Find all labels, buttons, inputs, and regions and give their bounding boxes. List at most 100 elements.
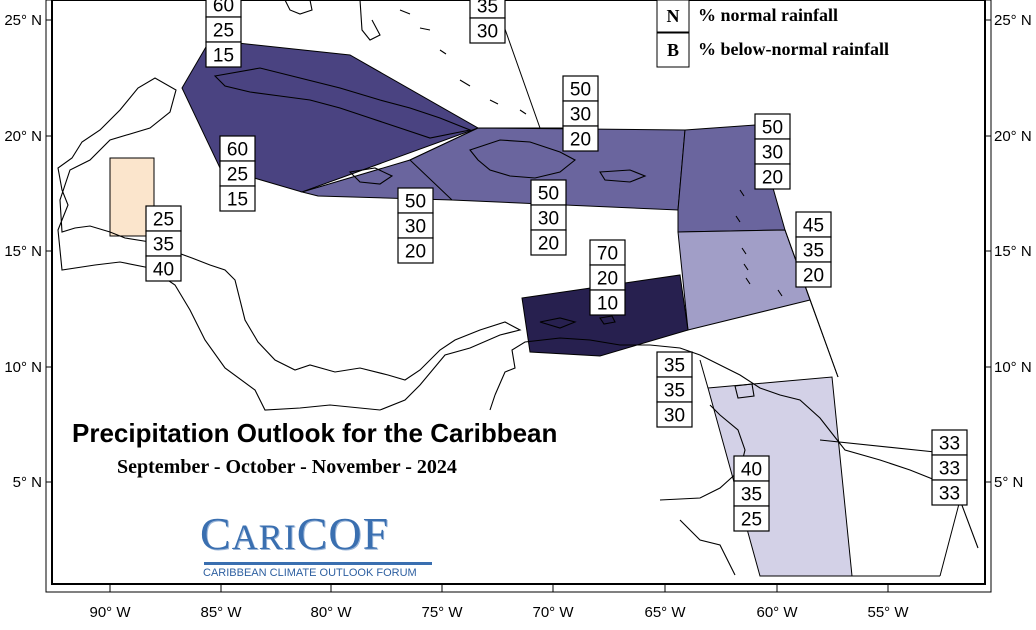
map-title: Precipitation Outlook for the Caribbean — [72, 418, 558, 448]
prob-box-trinidad-tobago-2 — [656, 401, 693, 428]
prob-value-windward-islands-0: 45 — [803, 216, 824, 237]
prob-value-southern-caribbean-abc-1: 20 — [597, 269, 618, 290]
lat-label-right: 20° N — [994, 128, 1032, 145]
prob-value-cuba-bahamas-north-1: 25 — [213, 21, 234, 42]
prob-box-trinidad-tobago-0 — [656, 351, 693, 378]
lat-label-right: 5° N — [994, 474, 1023, 491]
prob-box-trinidad-tobago-1 — [656, 376, 693, 403]
lat-label-left: 10° N — [4, 359, 42, 376]
map-outer-frame — [45, 0, 992, 593]
prob-box-cuba-jamaica-1 — [219, 160, 256, 187]
prob-value-guyana-1: 35 — [741, 485, 762, 506]
leader-lines — [499, 14, 961, 577]
lon-label: 70° W — [532, 604, 574, 621]
lat-label-right: 15° N — [994, 243, 1032, 260]
region-guyana — [707, 376, 853, 577]
prob-box-cuba-jamaica-2 — [219, 185, 256, 212]
lat-label-right: 25° N — [994, 12, 1032, 29]
prob-box-puerto-rico-south-1 — [562, 100, 599, 127]
prob-value-guyana-2: 25 — [741, 510, 762, 531]
prob-value-leeward-islands-2: 20 — [762, 168, 783, 189]
lon-label: 75° W — [421, 604, 463, 621]
axis-ticks: 90° W 85° W 80° W 75° W 70° W 65° W 60° W 55° W… — [4, 12, 1031, 621]
legend-key-n — [656, 0, 690, 33]
prob-value-hispaniola-puerto-rico-0: 50 — [538, 184, 559, 205]
logo-rule — [204, 562, 432, 565]
prob-box-leeward-islands-0 — [754, 113, 791, 140]
prob-value-windward-islands-1: 35 — [803, 241, 824, 262]
prob-value-jamaica-south-1: 30 — [405, 217, 426, 238]
prob-box-southern-caribbean-abc-1 — [589, 264, 626, 291]
logo-wordmark: CARICOF — [200, 508, 390, 559]
prob-box-cuba-bahamas-north-2 — [205, 41, 242, 68]
lon-label: 90° W — [89, 604, 131, 621]
lat-label-left: 5° N — [13, 474, 42, 491]
prob-box-windward-islands-2 — [795, 261, 832, 288]
prob-box-suriname-french-guiana-1 — [931, 454, 968, 481]
prob-box-leeward-islands-1 — [754, 138, 791, 165]
caricof-logo: CARICOF CARIBBEAN CLIMATE OUTLOOK FORUM — [200, 508, 436, 579]
prob-box-southern-caribbean-abc-2 — [589, 289, 626, 316]
lat-label-left: 20° N — [4, 128, 42, 145]
prob-value-suriname-french-guiana-1: 33 — [939, 459, 960, 480]
prob-value-leeward-islands-1: 30 — [762, 143, 783, 164]
prob-value-belize-1: 35 — [153, 235, 174, 256]
prob-value-puerto-rico-south-1: 30 — [570, 105, 591, 126]
prob-box-guyana-1 — [733, 480, 770, 507]
prob-value-jamaica-south-0: 50 — [405, 192, 426, 213]
prob-value-southern-caribbean-abc-0: 70 — [597, 244, 618, 265]
prob-box-cuba-bahamas-north-1 — [205, 16, 242, 43]
prob-value-cuba-bahamas-north-0: 60 — [213, 0, 234, 17]
prob-value-guyana-0: 40 — [741, 460, 762, 481]
legend-letter-b: B — [667, 40, 679, 60]
prob-box-hispaniola-puerto-rico-2 — [530, 229, 567, 256]
lon-label: 60° W — [756, 604, 798, 621]
legend-label-n: % normal rainfall — [698, 5, 838, 25]
prob-box-suriname-french-guiana-2 — [931, 479, 968, 506]
prob-value-cuba-jamaica-0: 60 — [227, 140, 248, 161]
prob-value-puerto-rico-south-2: 20 — [570, 130, 591, 151]
prob-value-leeward-islands-0: 50 — [762, 118, 783, 139]
prob-box-belize-0 — [145, 205, 182, 232]
legend: N % normal rainfall B % below-normal rai… — [656, 0, 889, 68]
logo-tagline: CARIBBEAN CLIMATE OUTLOOK FORUM — [203, 567, 417, 579]
prob-box-jamaica-south-0 — [397, 187, 434, 214]
prob-value-belize-0: 25 — [153, 210, 174, 231]
prob-value-suriname-french-guiana-2: 33 — [939, 484, 960, 505]
prob-value-cuba-jamaica-1: 25 — [227, 165, 248, 186]
prob-value-cuba-jamaica-2: 15 — [227, 190, 248, 211]
prob-value-hispaniola-puerto-rico-1: 30 — [538, 209, 559, 230]
prob-box-suriname-french-guiana-0 — [931, 429, 968, 456]
lon-label: 65° W — [644, 604, 686, 621]
prob-box-guyana-2 — [733, 505, 770, 532]
prob-value-hispaniola-puerto-rico-2: 20 — [538, 234, 559, 255]
prob-box-puerto-rico-south-0 — [562, 75, 599, 102]
legend-key-b — [656, 32, 690, 68]
lon-label: 85° W — [200, 604, 242, 621]
prob-value-southern-caribbean-abc-2: 10 — [597, 294, 618, 315]
prob-box-windward-islands-1 — [795, 236, 832, 263]
prob-box-leeward-islands-2 — [754, 163, 791, 190]
coastlines — [57, 0, 979, 576]
legend-letter-n: N — [667, 6, 680, 26]
prob-box-bahamas-east-1 — [469, 17, 506, 44]
prob-value-suriname-french-guiana-0: 33 — [939, 434, 960, 455]
lat-label-left: 15° N — [4, 243, 42, 260]
probability-boxes: 60 25 15 60 25 15 35 30 25 35 40 50 30 20 50 30 20 50 30 20… — [145, 0, 968, 532]
prob-value-trinidad-tobago-2: 30 — [664, 406, 685, 427]
prob-value-jamaica-south-2: 20 — [405, 242, 426, 263]
prob-box-windward-islands-0 — [795, 211, 832, 238]
map-frame — [51, 0, 986, 585]
map-subtitle: September - October - November - 2024 — [117, 456, 457, 478]
prob-value-belize-2: 40 — [153, 260, 174, 281]
prob-box-jamaica-south-2 — [397, 237, 434, 264]
prob-box-puerto-rico-south-2 — [562, 125, 599, 152]
legend-label-b: % below-normal rainfall — [698, 39, 889, 59]
prob-value-trinidad-tobago-0: 35 — [664, 356, 685, 377]
prob-value-puerto-rico-south-0: 50 — [570, 80, 591, 101]
prob-value-bahamas-east-1: 30 — [477, 22, 498, 43]
prob-value-cuba-bahamas-north-2: 15 — [213, 46, 234, 67]
prob-box-belize-2 — [145, 255, 182, 282]
lat-label-left: 25° N — [4, 12, 42, 29]
